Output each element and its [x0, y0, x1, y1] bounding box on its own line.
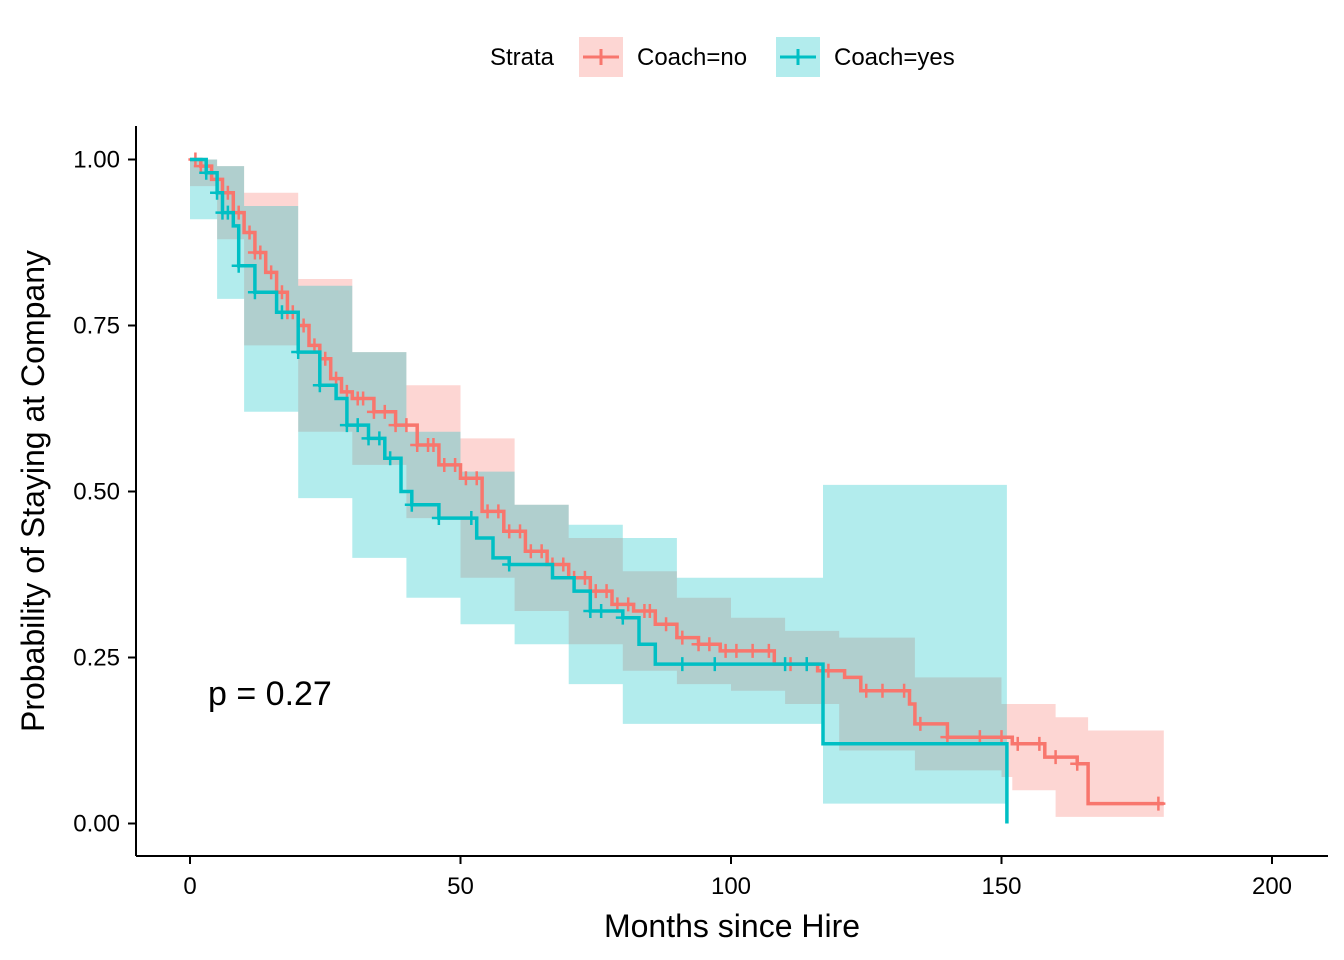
censor-mark	[329, 371, 344, 386]
censor-mark	[210, 185, 225, 200]
censor-mark	[220, 205, 235, 220]
legend: Strata Coach=no Coach=yes	[490, 37, 955, 77]
censor-mark	[356, 391, 371, 406]
censor-mark	[994, 730, 1009, 745]
legend-label-coach-yes: Coach=yes	[834, 44, 955, 71]
censor-mark	[513, 524, 528, 539]
plot-area	[188, 152, 1166, 824]
censor-mark	[897, 683, 912, 698]
censor-mark	[464, 511, 479, 526]
censor-mark	[913, 716, 928, 731]
censor-mark	[1010, 736, 1025, 751]
censor-mark	[448, 457, 463, 472]
censor-mark	[594, 604, 609, 619]
censor-mark	[312, 378, 327, 393]
censor-mark	[534, 544, 549, 559]
censor-mark	[729, 643, 744, 658]
censor-mark	[404, 497, 419, 512]
censor-mark	[1070, 756, 1085, 771]
y-tick-label: 0.50	[73, 479, 120, 506]
x-ticks: 0 50 100 150 200	[183, 856, 1292, 900]
censor-mark	[761, 643, 776, 658]
censor-mark	[307, 338, 322, 353]
censor-mark	[707, 657, 722, 672]
legend-item-coach-yes: Coach=yes	[776, 37, 955, 77]
censor-mark	[469, 471, 484, 486]
y-tick-label: 1.00	[73, 147, 120, 174]
y-tick-label: 0.25	[73, 645, 120, 672]
censor-mark	[253, 245, 268, 260]
censor-mark	[291, 345, 306, 360]
censor-mark	[383, 451, 398, 466]
censor-mark	[339, 384, 354, 399]
censor-mark	[199, 165, 214, 180]
censor-mark	[372, 431, 387, 446]
censor-mark	[875, 683, 890, 698]
p-value-annotation: p = 0.27	[208, 675, 332, 713]
y-tick-label: 0.75	[73, 313, 120, 340]
censor-mark	[1032, 736, 1047, 751]
censor-mark	[502, 557, 517, 572]
x-axis-title: Months since Hire	[604, 908, 860, 944]
y-ticks: 0.00 0.25 0.50 0.75 1.00	[73, 147, 136, 838]
x-tick-label: 150	[981, 873, 1021, 900]
censor-mark	[264, 265, 279, 280]
censor-marks-coach-yes	[199, 165, 814, 672]
censor-mark	[377, 404, 392, 419]
x-tick-label: 0	[183, 873, 196, 900]
censor-mark	[399, 418, 414, 433]
censor-mark	[702, 637, 717, 652]
censor-mark	[556, 557, 571, 572]
x-tick-label: 200	[1252, 873, 1292, 900]
censor-mark	[659, 617, 674, 632]
censor-mark	[247, 285, 262, 300]
x-tick-label: 100	[711, 873, 751, 900]
legend-title: Strata	[490, 44, 555, 71]
censor-mark	[350, 418, 365, 433]
confidence-band-coach-no	[190, 159, 1164, 817]
censor-mark	[675, 630, 690, 645]
censor-mark	[1048, 750, 1063, 765]
y-axis-title: Probability of Staying at Company	[15, 250, 51, 732]
censor-mark	[577, 570, 592, 585]
censor-mark	[799, 657, 814, 672]
censor-mark	[599, 584, 614, 599]
y-tick-label: 0.00	[73, 811, 120, 838]
censor-mark	[940, 730, 955, 745]
censor-mark	[491, 504, 506, 519]
censor-mark	[426, 438, 441, 453]
censor-mark	[859, 683, 874, 698]
legend-label-coach-no: Coach=no	[637, 44, 747, 71]
legend-item-coach-no: Coach=no	[579, 37, 747, 77]
confidence-band-coach-yes	[190, 159, 1007, 804]
axes: 0 50 100 150 200 0.00 0.25 0.50 0.75 1.00	[73, 126, 1328, 900]
censor-mark	[242, 225, 257, 240]
censor-mark	[621, 597, 636, 612]
censor-mark	[431, 511, 446, 526]
censor-mark	[642, 604, 657, 619]
censor-mark	[231, 258, 246, 273]
censor-mark	[274, 305, 289, 320]
x-tick-label: 50	[447, 873, 474, 900]
censor-mark	[745, 643, 760, 658]
censor-mark	[675, 657, 690, 672]
censor-mark	[1151, 796, 1166, 811]
censor-mark	[972, 730, 987, 745]
censor-mark	[778, 657, 793, 672]
censor-mark	[615, 610, 630, 625]
